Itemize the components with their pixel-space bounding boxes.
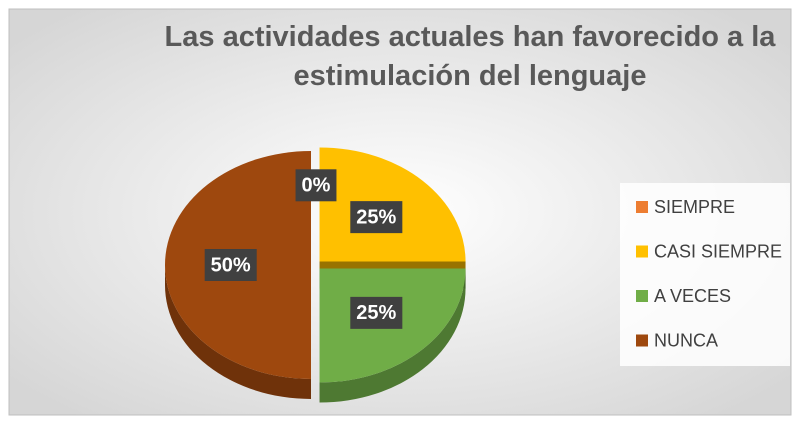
data-label: 25%: [356, 302, 396, 324]
legend-label: NUNCA: [654, 330, 718, 350]
data-label-box: [350, 296, 403, 329]
legend: SIEMPRE CASI SIEMPRE A VECES NUNCA: [636, 197, 782, 350]
legend-label: CASI SIEMPRE: [654, 241, 782, 261]
data-label-box: [204, 249, 257, 281]
legend-swatch: [636, 201, 648, 213]
data-labels: 0% 25% 25% 50%: [204, 169, 403, 329]
data-label: 0%: [302, 175, 331, 197]
slice-side: [165, 265, 311, 399]
data-label-box: [350, 201, 403, 234]
data-label: 50%: [211, 254, 251, 276]
legend-swatch: [636, 290, 648, 302]
slice-side: [319, 268, 466, 403]
legend-swatch: [636, 334, 648, 347]
data-label-box: [295, 169, 337, 202]
legend-label: SIEMPRE: [654, 197, 735, 217]
legend-box: [620, 183, 790, 366]
chart-title: Las actividades actuales han favorecido …: [164, 21, 776, 92]
legend-label: A VECES: [654, 286, 731, 306]
data-label: 25%: [356, 206, 396, 228]
legend-swatch: [636, 245, 648, 258]
